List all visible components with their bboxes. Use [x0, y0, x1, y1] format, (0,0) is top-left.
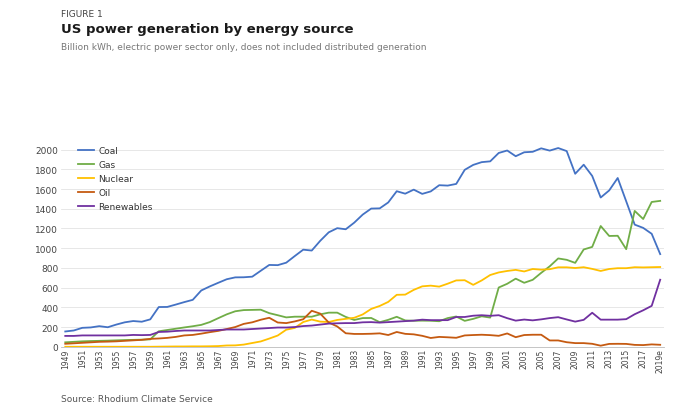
Oil: [614, 342, 622, 347]
Oil: [426, 336, 435, 341]
Coal: [554, 146, 562, 151]
Coal: [61, 329, 69, 334]
Line: Coal: Coal: [65, 149, 660, 332]
Coal: [656, 252, 664, 257]
Gas: [350, 318, 358, 323]
Oil: [61, 342, 69, 347]
Nuclear: [656, 265, 664, 270]
Line: Oil: Oil: [65, 311, 660, 346]
Oil: [78, 340, 86, 345]
Text: US power generation by energy source: US power generation by energy source: [61, 23, 353, 36]
Coal: [350, 221, 358, 225]
Gas: [78, 339, 86, 344]
Oil: [656, 342, 664, 347]
Renewables: [350, 321, 358, 326]
Nuclear: [282, 328, 290, 332]
Coal: [631, 223, 639, 228]
Nuclear: [350, 316, 358, 320]
Nuclear: [622, 266, 631, 271]
Text: Source: Rhodium Climate Service: Source: Rhodium Climate Service: [61, 394, 213, 403]
Renewables: [622, 317, 631, 322]
Gas: [231, 309, 239, 314]
Nuclear: [61, 344, 69, 349]
Nuclear: [418, 284, 426, 289]
Renewables: [78, 333, 86, 338]
Gas: [622, 247, 631, 252]
Coal: [512, 154, 520, 159]
Line: Nuclear: Nuclear: [65, 267, 660, 347]
Oil: [146, 337, 155, 342]
Renewables: [231, 327, 239, 332]
Line: Renewables: Renewables: [65, 280, 660, 336]
Renewables: [61, 334, 69, 339]
Line: Gas: Gas: [65, 202, 660, 342]
Oil: [597, 343, 605, 348]
Text: FIGURE 1: FIGURE 1: [61, 10, 103, 19]
Renewables: [656, 278, 664, 282]
Renewables: [282, 325, 290, 330]
Legend: Coal, Gas, Nuclear, Oil, Renewables: Coal, Gas, Nuclear, Oil, Renewables: [77, 147, 153, 212]
Gas: [418, 318, 426, 323]
Gas: [61, 340, 69, 345]
Oil: [639, 343, 647, 348]
Gas: [282, 315, 290, 320]
Nuclear: [78, 344, 86, 349]
Coal: [78, 325, 86, 330]
Coal: [231, 275, 239, 280]
Coal: [418, 192, 426, 197]
Oil: [359, 332, 367, 337]
Text: Billion kWh, electric power sector only, does not included distributed generatio: Billion kWh, electric power sector only,…: [61, 43, 426, 52]
Gas: [656, 199, 664, 204]
Nuclear: [231, 343, 239, 348]
Oil: [308, 309, 316, 313]
Renewables: [418, 318, 426, 323]
